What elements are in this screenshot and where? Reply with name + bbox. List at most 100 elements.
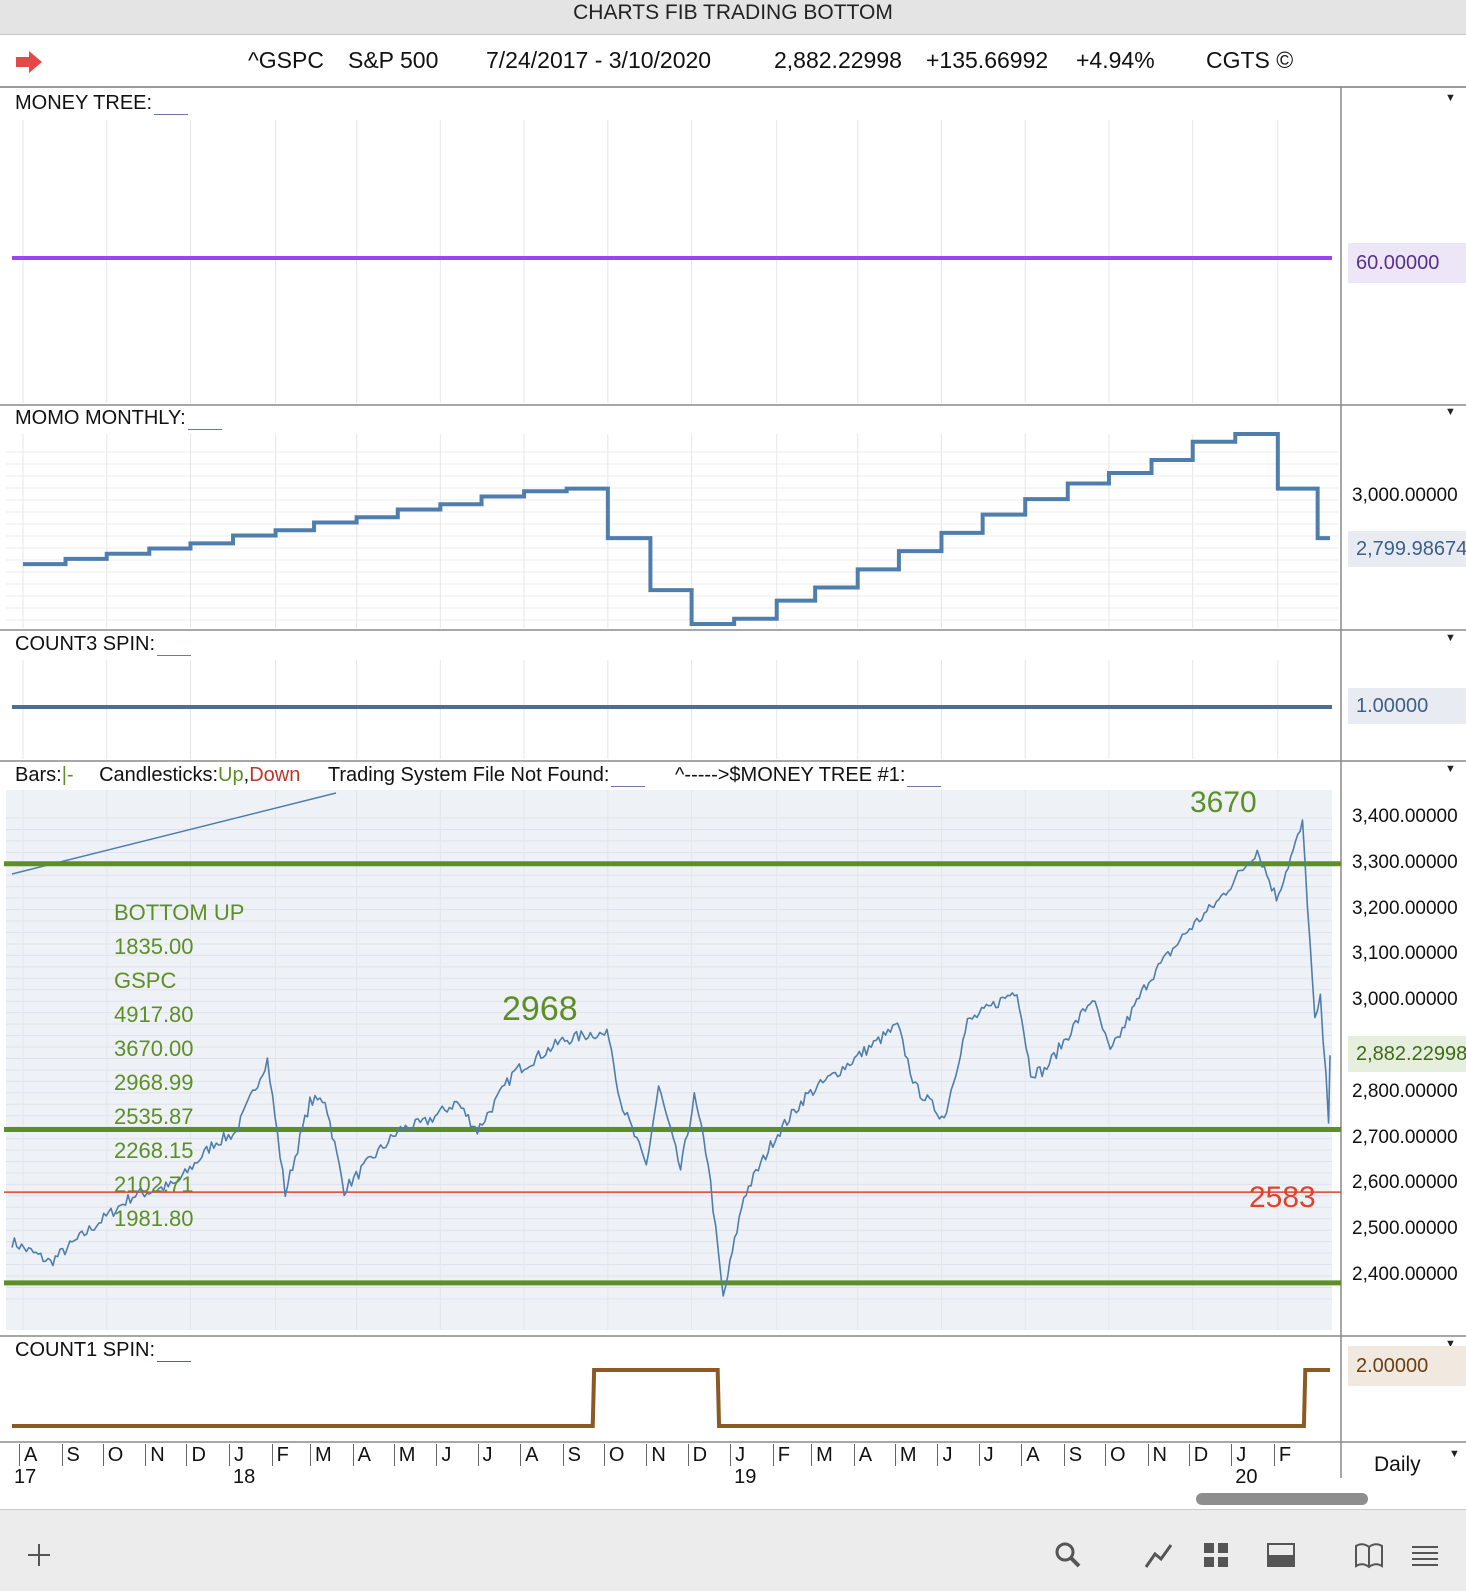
annotation-list-item: 1981.80 <box>114 1206 194 1231</box>
price-change: +135.66992 <box>926 47 1049 73</box>
horizontal-scrollbar[interactable] <box>1196 1493 1368 1505</box>
month-tick <box>1273 1444 1275 1466</box>
panel-icon[interactable] <box>1266 1540 1296 1570</box>
book-icon[interactable] <box>1354 1540 1384 1570</box>
chevron-down-icon[interactable]: ▼ <box>1445 92 1456 104</box>
month-tick <box>229 1444 231 1466</box>
price-axis-tick: 2,600.00000 <box>1352 1172 1458 1194</box>
last-price: 2,882.22998 <box>774 47 902 73</box>
last-price-tag: 2,882.22998 <box>1348 1036 1466 1072</box>
month-label: N <box>150 1444 165 1466</box>
month-tick <box>1147 1444 1149 1466</box>
month-tick <box>978 1444 980 1466</box>
month-label: A <box>1026 1444 1040 1466</box>
month-label: D <box>692 1444 708 1466</box>
month-label: J <box>942 1444 953 1466</box>
momo-monthly-value: 2,799.98674 <box>1348 531 1466 567</box>
price-axis-tick: 2,700.00000 <box>1352 1126 1458 1148</box>
month-tick <box>520 1444 522 1466</box>
arrow-right-icon[interactable] <box>14 49 44 75</box>
month-tick <box>562 1444 564 1466</box>
money-tree-label: MONEY TREE: <box>15 92 189 115</box>
month-tick <box>894 1444 896 1466</box>
line-chart-icon[interactable] <box>1143 1540 1173 1570</box>
chevron-down-icon[interactable]: ▼ <box>1445 632 1456 644</box>
annotation-list-item: 2535.87 <box>114 1104 194 1129</box>
annotation-list-item: BOTTOM UP <box>114 900 245 925</box>
month-label: O <box>608 1444 625 1466</box>
price-axis-tick: 2,500.00000 <box>1352 1218 1458 1240</box>
month-tick <box>772 1444 774 1466</box>
price-axis-tick: 2,800.00000 <box>1352 1080 1458 1102</box>
month-label: N <box>1152 1444 1167 1466</box>
annotation-3670: 3670 <box>1190 786 1257 819</box>
bottom-toolbar <box>0 1509 1466 1591</box>
month-tick <box>102 1444 104 1466</box>
price-axis-tick: 3,300.00000 <box>1352 851 1458 873</box>
window-title: CHARTS FIB TRADING BOTTOM <box>0 0 1466 35</box>
month-label: A <box>357 1444 371 1466</box>
month-label: J <box>441 1444 452 1466</box>
month-tick <box>730 1444 732 1466</box>
month-tick <box>937 1444 939 1466</box>
grid-icon[interactable] <box>1201 1540 1231 1570</box>
month-tick <box>687 1444 689 1466</box>
chevron-down-icon[interactable]: ▼ <box>1445 406 1456 418</box>
momo-monthly-label: MOMO MONTHLY: <box>15 407 222 430</box>
price-panel-legend: Bars:|- Candlesticks:Up,Down Trading Sys… <box>15 764 942 787</box>
month-label: S <box>66 1444 80 1466</box>
annotation-2583: 2583 <box>1249 1181 1316 1214</box>
month-tick <box>853 1444 855 1466</box>
month-label: S <box>567 1444 581 1466</box>
month-label: F <box>1278 1444 1292 1466</box>
percent-change: +4.94% <box>1076 47 1155 73</box>
chart-area[interactable] <box>0 87 1466 1507</box>
trend-channel-line <box>11 792 337 875</box>
plus-icon[interactable] <box>24 1540 54 1570</box>
month-tick <box>61 1444 63 1466</box>
count1-spin-label: COUNT1 SPIN: <box>15 1339 192 1362</box>
copyright: CGTS © <box>1206 47 1294 73</box>
timeframe-label[interactable]: Daily <box>1374 1453 1421 1476</box>
momo-monthly-line <box>22 432 1330 626</box>
annotation-list-item: 2102.71 <box>114 1172 194 1197</box>
year-label: 18 <box>233 1466 256 1488</box>
month-label: M <box>315 1444 332 1466</box>
price-axis-tick: 3,100.00000 <box>1352 943 1458 965</box>
date-range: 7/24/2017 - 3/10/2020 <box>486 47 712 73</box>
chevron-down-icon[interactable]: ▼ <box>1445 1338 1456 1350</box>
month-label: F <box>777 1444 790 1466</box>
momo-axis-tick: 3,000.00000 <box>1352 485 1458 506</box>
month-tick <box>1021 1444 1023 1466</box>
month-tick <box>352 1444 354 1466</box>
month-label: A <box>525 1444 539 1466</box>
month-tick <box>393 1444 395 1466</box>
month-tick <box>145 1444 147 1466</box>
count1-spin-line <box>12 1368 1330 1428</box>
month-tick <box>811 1444 813 1466</box>
month-label: J <box>482 1444 493 1466</box>
chevron-down-icon[interactable]: ▼ <box>1445 763 1456 775</box>
month-label: D <box>191 1444 206 1466</box>
chevron-down-icon[interactable]: ▼ <box>1449 1448 1460 1460</box>
annotation-list-item: 2968.99 <box>114 1070 194 1095</box>
month-tick <box>646 1444 648 1466</box>
symbol: ^GSPC <box>248 47 324 73</box>
month-label: M <box>899 1444 917 1466</box>
price-axis-tick: 2,400.00000 <box>1352 1264 1458 1285</box>
month-label: F <box>276 1444 289 1466</box>
count3-spin-label: COUNT3 SPIN: <box>15 633 192 656</box>
month-label: O <box>107 1444 124 1466</box>
symbol-info-bar: ^GSPC S&P 500 7/24/2017 - 3/10/2020 2,88… <box>0 35 1466 88</box>
gspc-price-line <box>11 819 1331 1297</box>
month-tick <box>310 1444 312 1466</box>
month-label: A <box>23 1444 38 1466</box>
month-label: O <box>1109 1444 1126 1466</box>
month-tick <box>186 1444 188 1466</box>
money-tree-value: 60.00000 <box>1348 243 1466 283</box>
month-tick <box>1231 1444 1233 1466</box>
search-icon[interactable] <box>1053 1540 1083 1570</box>
month-label: D <box>1193 1444 1209 1466</box>
list-icon[interactable] <box>1410 1540 1440 1570</box>
month-tick <box>477 1444 479 1466</box>
